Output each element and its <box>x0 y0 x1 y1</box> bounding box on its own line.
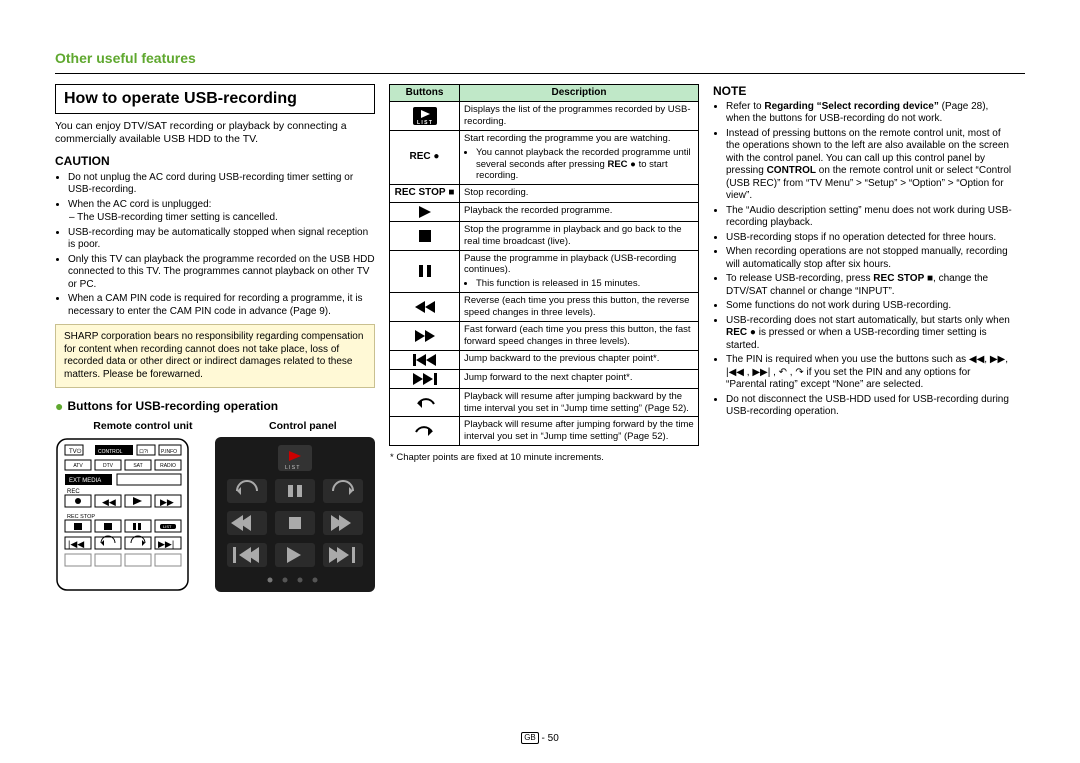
caution-item-text: When the AC cord is unplugged: <box>68 199 211 210</box>
svg-text:▶▶: ▶▶ <box>160 497 174 507</box>
page-number-value: 50 <box>548 733 559 744</box>
button-icon-play <box>390 202 460 221</box>
note-item: USB-recording does not start automatical… <box>726 315 1013 353</box>
button-desc: Pause the programme in playback (USB-rec… <box>460 250 699 293</box>
svg-text:|◀◀: |◀◀ <box>68 539 84 549</box>
button-desc: Stop recording. <box>460 185 699 203</box>
left-column: How to operate USB-recording You can enj… <box>55 84 375 592</box>
button-desc: Displays the list of the programmes reco… <box>460 102 699 131</box>
button-icon-skipb <box>390 350 460 369</box>
warning-box: SHARP corporation bears no responsibilit… <box>55 324 375 388</box>
button-icon-list: L I S T <box>390 102 460 131</box>
button-desc: Playback will resume after jumping forwa… <box>460 417 699 446</box>
button-icon-stop <box>390 221 460 250</box>
caution-subitem: – The USB-recording timer setting is can… <box>68 212 375 225</box>
note-item: To release USB-recording, press REC STOP… <box>726 273 1013 298</box>
svg-text:ATV: ATV <box>73 463 83 469</box>
right-column: NOTE Refer to Regarding “Select recordin… <box>713 84 1013 592</box>
th-buttons: Buttons <box>390 84 460 102</box>
section-header: Other useful features <box>55 50 1025 74</box>
svg-text:REC STOP: REC STOP <box>67 514 95 520</box>
button-desc: Reverse (each time you press this button… <box>460 293 699 322</box>
svg-text:TV⏻: TV⏻ <box>69 448 82 455</box>
buttons-subhead-text: Buttons for USB-recording operation <box>67 399 278 413</box>
button-desc: Playback the recorded programme. <box>460 202 699 221</box>
button-desc: Playback will resume after jumping backw… <box>460 388 699 417</box>
note-item: Refer to Regarding “Select recording dev… <box>726 101 1013 126</box>
button-icon-rew <box>390 293 460 322</box>
note-item: Some functions do not work during USB-re… <box>726 300 1013 313</box>
th-description: Description <box>460 84 699 102</box>
svg-text:◀◀: ◀◀ <box>102 497 116 507</box>
button-desc: Start recording the programme you are wa… <box>460 130 699 185</box>
svg-text:SAT: SAT <box>133 463 142 469</box>
svg-text:L I S T: L I S T <box>285 465 299 471</box>
caution-list: Do not unplug the AC cord during USB-rec… <box>55 172 375 319</box>
note-item: Instead of pressing buttons on the remot… <box>726 128 1013 203</box>
svg-text:EXT MEDIA: EXT MEDIA <box>69 478 101 484</box>
svg-text:RADIO: RADIO <box>160 463 176 469</box>
howto-title: How to operate USB-recording <box>55 84 375 114</box>
note-item: The PIN is required when you use the but… <box>726 354 1013 392</box>
button-desc: Fast forward (each time you press this b… <box>460 321 699 350</box>
note-item: The “Audio description setting” menu doe… <box>726 205 1013 230</box>
caution-item: Only this TV can playback the programme … <box>68 254 375 292</box>
control-panel-illustration: L I S T <box>215 437 375 592</box>
button-icon-fwd <box>390 321 460 350</box>
panel-label: Control panel <box>269 420 337 433</box>
buttons-subhead: ●Buttons for USB-recording operation <box>55 398 375 416</box>
remote-illustration: TV⏻ CONTROL ロ?i P.INFO ATV DTV SAT RADIO <box>55 437 190 592</box>
note-item: When recording operations are not stoppe… <box>726 246 1013 271</box>
button-icon-skipf <box>390 369 460 388</box>
remote-label: Remote control unit <box>93 420 192 433</box>
button-icon-pause <box>390 250 460 293</box>
middle-column: Buttons Description L I S T Displays the … <box>389 84 699 592</box>
caution-head: CAUTION <box>55 154 375 169</box>
svg-text:P.INFO: P.INFO <box>161 449 177 455</box>
buttons-table: Buttons Description L I S T Displays the … <box>389 84 699 447</box>
button-desc: Jump backward to the previous chapter po… <box>460 350 699 369</box>
caution-item: When the AC cord is unplugged: – The USB… <box>68 199 375 225</box>
note-list: Refer to Regarding “Select recording dev… <box>713 101 1013 419</box>
button-icon-jumpf <box>390 417 460 446</box>
svg-text:DTV: DTV <box>103 463 114 469</box>
svg-text:▶▶|: ▶▶| <box>158 539 174 549</box>
button-desc: Stop the programme in playback and go ba… <box>460 221 699 250</box>
svg-text:CONTROL: CONTROL <box>98 449 123 455</box>
note-item: USB-recording stops if no operation dete… <box>726 232 1013 245</box>
svg-text:L I S T: L I S T <box>417 120 432 126</box>
note-head: NOTE <box>713 84 1013 99</box>
button-desc: Jump forward to the next chapter point*. <box>460 369 699 388</box>
caution-item: When a CAM PIN code is required for reco… <box>68 293 375 318</box>
table-footnote: * Chapter points are fixed at 10 minute … <box>389 452 699 464</box>
svg-text:LIST: LIST <box>163 524 172 529</box>
button-icon-jumpb <box>390 388 460 417</box>
button-icon-recstop: REC STOP ■ <box>390 185 460 203</box>
page-number: GB - 50 <box>0 732 1080 746</box>
intro-text: You can enjoy DTV/SAT recording or playb… <box>55 120 375 146</box>
svg-text:REC: REC <box>67 489 80 495</box>
note-item: Do not disconnect the USB-HDD used for U… <box>726 394 1013 419</box>
button-icon-rec: REC ● <box>390 130 460 185</box>
svg-text:ロ?i: ロ?i <box>139 449 148 455</box>
caution-item: USB-recording may be automatically stopp… <box>68 227 375 252</box>
caution-item: Do not unplug the AC cord during USB-rec… <box>68 172 375 197</box>
